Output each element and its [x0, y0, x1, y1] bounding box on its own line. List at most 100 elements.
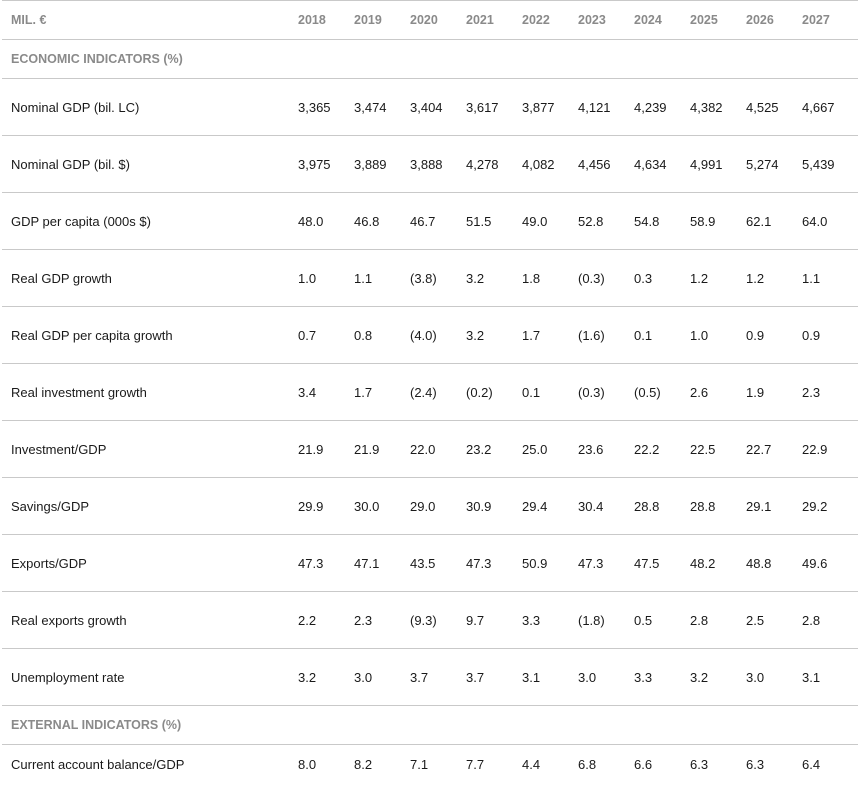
value-cell: 2.3: [354, 591, 410, 649]
value-cell: 62.1: [746, 192, 802, 250]
section-header-row: ECONOMIC INDICATORS (%): [2, 39, 858, 79]
value-cell: 3.2: [466, 306, 522, 364]
row-label: Current account balance/GDP: [11, 756, 185, 772]
value-cell: 3,617: [466, 78, 522, 136]
value-cell: 0.8: [354, 306, 410, 364]
value-cell: 6.4: [802, 756, 821, 772]
value-cell: 3.3: [522, 591, 578, 649]
value-cell: 1.7: [522, 306, 578, 364]
row-label: Savings/GDP: [2, 477, 298, 535]
value-cell: 23.6: [578, 420, 634, 478]
year-header: 2021: [466, 0, 522, 40]
table-row: Investment/GDP 21.9 21.9 22.0 23.2 25.0 23.6 22…: [2, 420, 858, 478]
year-header: 2024: [634, 0, 690, 40]
value-cell: 58.9: [690, 192, 746, 250]
value-cell: 6.8: [578, 756, 597, 772]
value-cell: 46.8: [354, 192, 410, 250]
value-cell: 9.7: [466, 591, 522, 649]
value-cell: 4,525: [746, 78, 802, 136]
value-cell: 3.2: [466, 249, 522, 307]
value-cell: 3.0: [354, 648, 410, 706]
value-cell: 0.7: [298, 306, 354, 364]
value-cell: 0.1: [634, 306, 690, 364]
value-cell: 48.2: [690, 534, 746, 592]
value-cell: (0.2): [466, 363, 522, 421]
value-cell: 6.3: [746, 756, 765, 772]
table-row: GDP per capita (000s $) 48.0 46.8 46.7 51.5 4…: [2, 192, 858, 250]
value-cell: 4,456: [578, 135, 634, 193]
value-cell: 3,889: [354, 135, 410, 193]
value-cell: 1.0: [298, 249, 354, 307]
unit-header: MIL. €: [2, 0, 298, 40]
value-cell: 21.9: [298, 420, 354, 478]
value-cell: 4,382: [690, 78, 746, 136]
value-cell: 49.6: [802, 534, 858, 592]
value-cell: 3,365: [298, 78, 354, 136]
value-cell: (4.0): [410, 306, 466, 364]
value-cell: 7.7: [466, 756, 485, 772]
year-header: 2023: [578, 0, 634, 40]
value-cell: 2.8: [802, 591, 858, 649]
table-row: Real GDP per capita growth 0.7 0.8 (4.0) 3.2…: [2, 306, 858, 364]
year-header: 2026: [746, 0, 802, 40]
value-cell: 50.9: [522, 534, 578, 592]
row-label: Real exports growth: [2, 591, 298, 649]
value-cell: 2.5: [746, 591, 802, 649]
value-cell: (2.4): [410, 363, 466, 421]
value-cell: 3.4: [298, 363, 354, 421]
value-cell: 30.9: [466, 477, 522, 535]
value-cell: 29.2: [802, 477, 858, 535]
row-label: Real GDP growth: [2, 249, 298, 307]
value-cell: 64.0: [802, 192, 858, 250]
value-cell: 1.7: [354, 363, 410, 421]
value-cell: 0.9: [802, 306, 858, 364]
value-cell: 21.9: [354, 420, 410, 478]
value-cell: 4.4: [522, 756, 541, 772]
row-label: Investment/GDP: [2, 420, 298, 478]
value-cell: (1.8): [578, 591, 634, 649]
value-cell: 3,474: [354, 78, 410, 136]
value-cell: 25.0: [522, 420, 578, 478]
value-cell: 1.0: [690, 306, 746, 364]
value-cell: 52.8: [578, 192, 634, 250]
table-row: Unemployment rate 3.2 3.0 3.7 3.7 3.1 3.0 3.3 3.…: [2, 648, 858, 706]
value-cell: 47.3: [298, 534, 354, 592]
section-header-row: EXTERNAL INDICATORS (%): [2, 705, 858, 745]
value-cell: 51.5: [466, 192, 522, 250]
value-cell: 2.2: [298, 591, 354, 649]
value-cell: 0.5: [634, 591, 690, 649]
table-row: Current account balance/GDP 8.0 8.2 7.1 7.7 4…: [2, 745, 858, 784]
value-cell: 4,667: [802, 78, 858, 136]
year-header: 2022: [522, 0, 578, 40]
value-cell: (0.3): [578, 363, 634, 421]
table-row: Real investment growth 3.4 1.7 (2.4) (0.2) 0.…: [2, 363, 858, 421]
value-cell: 2.3: [802, 363, 858, 421]
value-cell: 6.6: [634, 756, 653, 772]
row-label: Unemployment rate: [2, 648, 298, 706]
value-cell: 47.3: [466, 534, 522, 592]
section-title: ECONOMIC INDICATORS (%): [2, 39, 858, 79]
value-cell: 48.8: [746, 534, 802, 592]
value-cell: 23.2: [466, 420, 522, 478]
value-cell: 3.1: [522, 648, 578, 706]
value-cell: 1.2: [690, 249, 746, 307]
value-cell: 47.3: [578, 534, 634, 592]
value-cell: 0.1: [522, 363, 578, 421]
section-title: EXTERNAL INDICATORS (%): [2, 705, 858, 745]
value-cell: 3.1: [802, 648, 858, 706]
value-cell: 4,239: [634, 78, 690, 136]
value-cell: 47.1: [354, 534, 410, 592]
value-cell: 28.8: [690, 477, 746, 535]
year-header: 2027: [802, 0, 858, 40]
value-cell: (1.6): [578, 306, 634, 364]
year-header: 2019: [354, 0, 410, 40]
value-cell: 5,439: [802, 135, 858, 193]
value-cell: 5,274: [746, 135, 802, 193]
value-cell: 29.4: [522, 477, 578, 535]
value-cell: 22.9: [802, 420, 858, 478]
year-header: 2025: [690, 0, 746, 40]
value-cell: 2.8: [690, 591, 746, 649]
value-cell: 46.7: [410, 192, 466, 250]
value-cell: 0.3: [634, 249, 690, 307]
